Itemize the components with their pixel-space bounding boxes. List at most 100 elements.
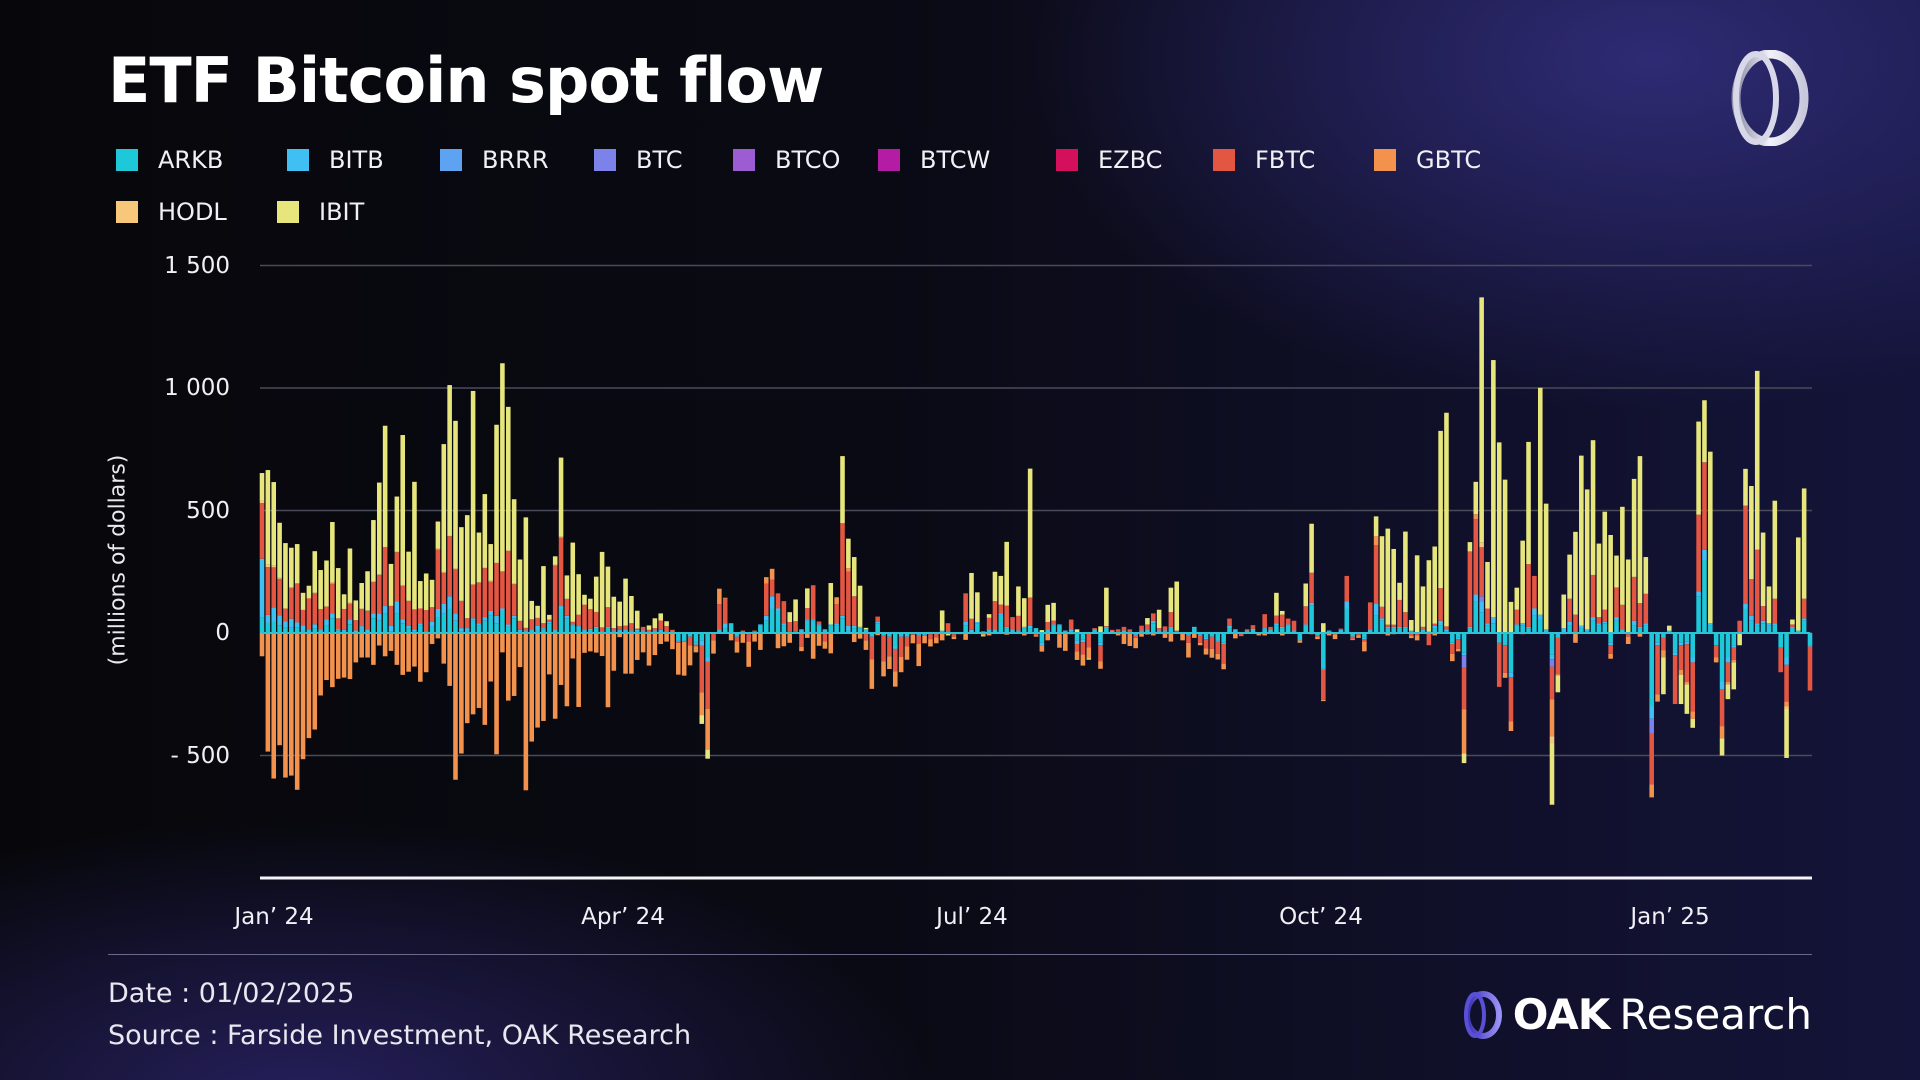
bar-segment-arkb [1766, 625, 1772, 633]
bar-2024-03-19 [529, 600, 535, 742]
bar-segment-arkb [1432, 628, 1438, 633]
bar-segment-gbtc [505, 633, 511, 701]
bar-segment-arkb [1778, 633, 1783, 648]
bar-segment-arkb [1262, 629, 1267, 633]
bar-segment-arkb [318, 630, 323, 633]
bar-segment-gbtc [1678, 669, 1684, 675]
bar-segment-bitb [300, 625, 306, 631]
bar-segment-gbtc [1661, 650, 1666, 658]
bar-segment-arkb [1203, 633, 1209, 638]
bar-segment-gbtc [423, 633, 429, 673]
bar-segment-fbtc [810, 585, 816, 620]
bar-segment-arkb [781, 625, 787, 633]
bar-segment-hodl [259, 500, 265, 504]
bar-segment-arkb [1145, 630, 1150, 633]
bar-segment-ibit [347, 548, 353, 603]
bar-segment-fbtc [1590, 574, 1596, 618]
bar-segment-bitb [687, 635, 693, 637]
bar-segment-fbtc [1420, 626, 1426, 630]
bar-segment-bitb [922, 634, 927, 636]
bar-segment-bitb [1760, 620, 1766, 624]
bar-segment-bitb [916, 634, 922, 636]
bar-segment-fbtc [916, 635, 922, 645]
bar-segment-fbtc [705, 661, 710, 709]
bar-segment-fbtc [834, 604, 839, 624]
bar-2024-11-27 [1561, 594, 1567, 635]
bar-segment-arkb [1708, 625, 1713, 633]
bar-segment-ibit [588, 598, 593, 609]
bar-2024-12-31 [1690, 633, 1696, 728]
bar-2024-12-10 [1608, 535, 1613, 659]
bar-segment-fbtc [1362, 639, 1367, 642]
bar-segment-arkb [359, 628, 364, 633]
bar-2024-02-08 [371, 520, 376, 665]
bar-2024-06-26 [928, 633, 933, 647]
bar-segment-fbtc [623, 625, 628, 630]
bar-2024-12-11 [1614, 555, 1619, 633]
bar-2025-01-14 [1737, 620, 1742, 646]
bar-segment-bitb [1027, 625, 1033, 629]
bar-segment-gbtc [1209, 648, 1215, 658]
bar-2024-04-29 [693, 633, 699, 653]
bar-segment-ibit [1027, 468, 1033, 598]
bar-segment-arkb [330, 618, 335, 633]
legend-item-ezbc: EZBC [1056, 146, 1162, 174]
bar-segment-arkb [1749, 620, 1754, 633]
bar-segment-fbtc [1186, 635, 1191, 643]
bar-segment-gbtc [728, 633, 734, 641]
bar-2024-08-29 [1192, 626, 1197, 638]
bar-2024-09-05 [1215, 633, 1221, 660]
bar-segment-bitb [1186, 634, 1191, 636]
bar-segment-gbtc [734, 641, 740, 653]
bar-segment-gbtc [547, 633, 552, 675]
bar-segment-gbtc [1039, 645, 1045, 652]
bar-segment-fbtc [371, 582, 376, 614]
bar-segment-bitb [1749, 615, 1754, 621]
bar-segment-ibit [1491, 360, 1496, 618]
bar-2024-03-04 [464, 515, 470, 724]
bar-segment-ibit [1408, 620, 1414, 631]
bar-segment-fbtc [541, 623, 546, 629]
bar-segment-bitb [593, 626, 599, 629]
bar-segment-ibit [1168, 587, 1174, 613]
bar-2024-04-02 [582, 594, 587, 653]
bar-segment-fbtc [1784, 664, 1789, 702]
bar-segment-arkb [570, 625, 576, 633]
bar-segment-arkb [447, 608, 452, 633]
bar-segment-fbtc [763, 583, 769, 616]
bar-2024-07-29 [1057, 624, 1062, 648]
bar-2024-02-05 [353, 600, 359, 663]
bar-segment-fbtc [388, 606, 394, 626]
bar-segment-bitb [617, 629, 622, 631]
bar-2024-09-17 [1262, 614, 1267, 636]
bar-segment-ibit [1590, 440, 1596, 575]
bar-segment-hodl [1549, 736, 1555, 744]
bar-2024-08-14 [1127, 629, 1133, 646]
bar-segment-fbtc [1713, 645, 1719, 658]
bar-segment-ibit [552, 556, 558, 565]
bar-segment-bitb [869, 635, 875, 637]
footer-divider [108, 954, 1812, 955]
bar-segment-ibit [1573, 531, 1578, 615]
bar-segment-arkb [1790, 628, 1795, 633]
bar-segment-fbtc [400, 585, 406, 620]
bar-segment-ibit [1608, 535, 1613, 633]
bar-segment-arkb [1027, 628, 1033, 633]
bar-segment-hodl [371, 581, 376, 583]
bar-segment-btc [1461, 655, 1467, 668]
legend-item-btcw: BTCW [878, 146, 990, 174]
bar-2024-03-26 [558, 457, 564, 685]
bar-segment-fbtc [1162, 626, 1168, 631]
bar-segment-arkb [816, 625, 822, 633]
bar-segment-ibit [429, 579, 435, 608]
bar-2024-04-15 [634, 610, 640, 660]
bar-segment-bitb [1631, 620, 1637, 626]
bar-segment-fbtc [347, 603, 353, 620]
bar-segment-gbtc [740, 633, 746, 643]
bar-segment-gbtc [1649, 784, 1654, 798]
bar-segment-gbtc [822, 641, 828, 649]
legend-item-hodl: HODL [116, 198, 227, 226]
bar-segment-fbtc [1104, 626, 1109, 627]
bar-segment-arkb [306, 630, 312, 633]
bar-segment-gbtc [1150, 633, 1156, 636]
